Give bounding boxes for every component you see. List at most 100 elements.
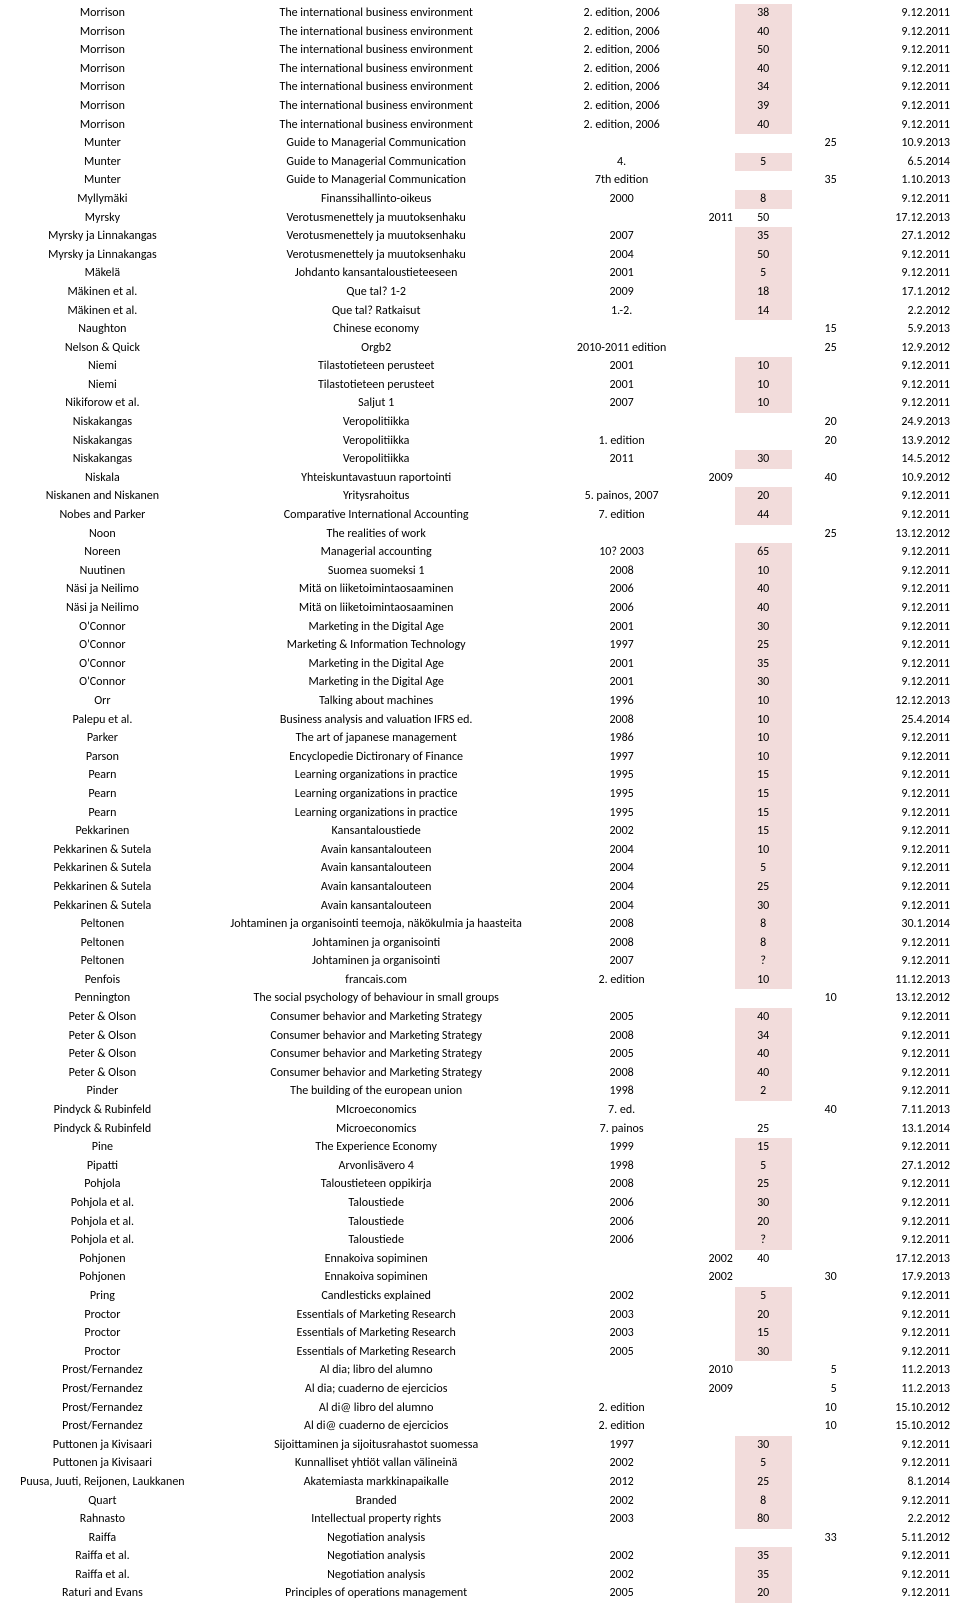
edition-cell: 2003 [556, 1306, 688, 1325]
year2-cell [688, 432, 735, 451]
qty-cell: 50 [735, 209, 792, 228]
table-row: PeltonenJohtaminen ja organisointi200889… [8, 934, 952, 953]
author-cell: Pekkarinen & Sutela [8, 897, 197, 916]
qty-cell: 40 [735, 60, 792, 79]
year2-cell [688, 543, 735, 562]
year2-cell [688, 320, 735, 339]
author-cell: Pearn [8, 785, 197, 804]
qty-cell [735, 1399, 792, 1418]
qty2-cell [792, 1492, 839, 1511]
table-row: PearnLearning organizations in practice1… [8, 785, 952, 804]
table-row: MorrisonThe international business envir… [8, 97, 952, 116]
edition-cell: 1997 [556, 636, 688, 655]
qty2-cell [792, 1213, 839, 1232]
qty-cell: 40 [735, 1008, 792, 1027]
author-cell: Proctor [8, 1343, 197, 1362]
edition-cell: 1995 [556, 785, 688, 804]
qty2-cell [792, 209, 839, 228]
qty-cell: 50 [735, 41, 792, 60]
title-cell: Marketing in the Digital Age [197, 673, 556, 692]
edition-cell: 1997 [556, 1436, 688, 1455]
date-cell: 9.12.2011 [839, 804, 952, 823]
author-cell: Pearn [8, 766, 197, 785]
edition-cell: 2008 [556, 1027, 688, 1046]
edition-cell: 2011 [556, 450, 688, 469]
date-cell: 17.12.2013 [839, 209, 952, 228]
author-cell: Penfois [8, 971, 197, 990]
edition-cell: 10? 2003 [556, 543, 688, 562]
table-row: Näsi ja NeilimoMitä on liiketoimintaosaa… [8, 599, 952, 618]
date-cell: 10.9.2013 [839, 134, 952, 153]
title-cell: Negotiation analysis [197, 1566, 556, 1585]
table-row: Pekkarinen & SutelaAvain kansantalouteen… [8, 859, 952, 878]
table-row: NiemiTilastotieteen perusteet2001109.12.… [8, 376, 952, 395]
qty-cell: 40 [735, 1250, 792, 1269]
qty2-cell [792, 1157, 839, 1176]
table-row: MorrisonThe international business envir… [8, 4, 952, 23]
table-row: PringCandlesticks explained200259.12.201… [8, 1287, 952, 1306]
author-cell: Proctor [8, 1306, 197, 1325]
edition-cell: 2001 [556, 376, 688, 395]
title-cell: Guide to Managerial Communication [197, 153, 556, 172]
table-row: PohjonenEnnakoiva sopiminen20023017.9.20… [8, 1268, 952, 1287]
date-cell: 9.12.2011 [839, 97, 952, 116]
author-cell: Raiffa et al. [8, 1547, 197, 1566]
edition-cell: 1998 [556, 1157, 688, 1176]
edition-cell: 2. edition [556, 1399, 688, 1418]
year2-cell [688, 1287, 735, 1306]
title-cell: Avain kansantalouteen [197, 859, 556, 878]
edition-cell [556, 209, 688, 228]
title-cell: Marketing in the Digital Age [197, 655, 556, 674]
edition-cell: 2008 [556, 562, 688, 581]
year2-cell [688, 264, 735, 283]
edition-cell: 7. painos [556, 1120, 688, 1139]
year2-cell [688, 580, 735, 599]
title-cell: Intellectual property rights [197, 1510, 556, 1529]
edition-cell: 2008 [556, 1064, 688, 1083]
date-cell: 9.12.2011 [839, 562, 952, 581]
date-cell: 9.12.2011 [839, 1027, 952, 1046]
qty-cell: 8 [735, 190, 792, 209]
date-cell: 9.12.2011 [839, 487, 952, 506]
table-row: Palepu et al.Business analysis and valua… [8, 711, 952, 730]
qty2-cell [792, 655, 839, 674]
title-cell: The international business environment [197, 41, 556, 60]
author-cell: Pohjonen [8, 1250, 197, 1269]
edition-cell: 2001 [556, 673, 688, 692]
date-cell: 15.10.2012 [839, 1399, 952, 1418]
author-cell: Peltonen [8, 934, 197, 953]
qty-cell: 10 [735, 376, 792, 395]
author-cell: Myllymäki [8, 190, 197, 209]
table-row: Peter & OlsonConsumer behavior and Marke… [8, 1064, 952, 1083]
year2-cell [688, 859, 735, 878]
author-cell: Nobes and Parker [8, 506, 197, 525]
author-cell: Näsi ja Neilimo [8, 599, 197, 618]
title-cell: Veropolitiikka [197, 432, 556, 451]
qty2-cell [792, 729, 839, 748]
author-cell: O'Connor [8, 636, 197, 655]
table-row: Pekkarinen & SutelaAvain kansantalouteen… [8, 841, 952, 860]
table-row: Pindyck & RubinfeldMIcroeconomics7. ed.4… [8, 1101, 952, 1120]
qty-cell [735, 1361, 792, 1380]
date-cell: 17.9.2013 [839, 1268, 952, 1287]
qty2-cell [792, 711, 839, 730]
qty2-cell: 30 [792, 1268, 839, 1287]
edition-cell: 2004 [556, 859, 688, 878]
title-cell: Saljut 1 [197, 394, 556, 413]
year2-cell [688, 1138, 735, 1157]
qty2-cell: 10 [792, 1417, 839, 1436]
qty-cell [735, 525, 792, 544]
year2-cell [688, 971, 735, 990]
title-cell: The international business environment [197, 78, 556, 97]
qty2-cell [792, 785, 839, 804]
title-cell: The building of the european union [197, 1082, 556, 1101]
title-cell: Verotusmenettely ja muutoksenhaku [197, 246, 556, 265]
edition-cell [556, 1380, 688, 1399]
qty2-cell [792, 376, 839, 395]
year2-cell [688, 4, 735, 23]
author-cell: Prost/Fernandez [8, 1399, 197, 1418]
year2-cell [688, 1027, 735, 1046]
title-cell: Veropolitiikka [197, 413, 556, 432]
qty2-cell [792, 692, 839, 711]
year2-cell [688, 413, 735, 432]
